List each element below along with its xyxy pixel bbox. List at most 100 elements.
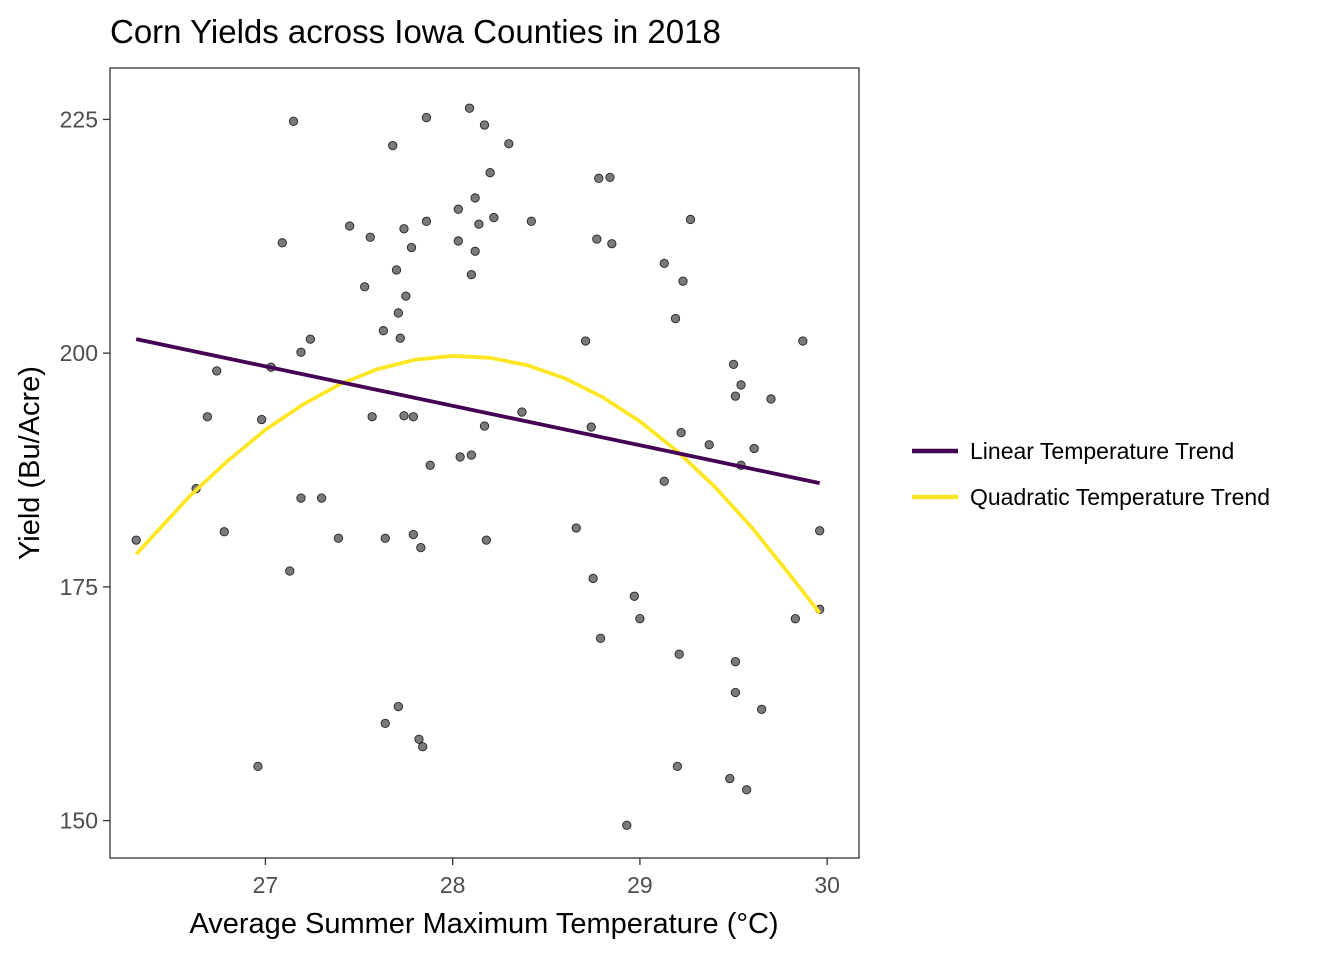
data-point: [399, 411, 409, 421]
data-point: [595, 633, 606, 643]
data-point: [285, 566, 295, 576]
data-point: [685, 214, 696, 225]
data-point: [571, 523, 581, 533]
data-point: [367, 412, 377, 422]
data-point: [464, 103, 475, 113]
data-point: [316, 493, 327, 503]
data-point: [659, 258, 669, 269]
data-point: [756, 704, 767, 714]
legend-label-linear: Linear Temperature Trend: [970, 438, 1234, 464]
data-point: [414, 734, 424, 744]
data-point: [474, 219, 484, 229]
data-point: [485, 168, 495, 178]
data-point: [672, 761, 683, 772]
data-point: [479, 421, 490, 431]
legend-label-quadratic: Quadratic Temperature Trend: [970, 484, 1270, 510]
data-point: [466, 450, 477, 460]
data-point: [333, 533, 344, 543]
plot-panel: [109, 67, 860, 859]
linear-trend-line: [135, 337, 821, 485]
data-point: [742, 785, 752, 795]
scatter-points: [131, 103, 825, 830]
data-point: [202, 412, 213, 422]
data-point: [393, 308, 404, 318]
data-point: [815, 526, 825, 536]
legend: Linear Temperature Trend Quadratic Tempe…: [912, 438, 1270, 510]
data-point: [466, 269, 477, 280]
data-point: [388, 140, 398, 151]
data-point: [408, 529, 418, 540]
data-point: [219, 527, 229, 537]
data-point: [730, 687, 741, 698]
data-point: [401, 291, 411, 301]
data-point: [365, 232, 375, 242]
data-point: [399, 224, 409, 234]
data-point: [212, 366, 222, 376]
data-point: [378, 326, 389, 336]
x-axis: 27 28 29 30: [253, 858, 840, 898]
data-point: [766, 394, 776, 404]
data-point: [586, 422, 596, 432]
y-tick-label: 150: [60, 808, 98, 834]
data-point: [395, 333, 405, 343]
data-point: [730, 391, 741, 401]
data-point: [580, 336, 591, 346]
data-point: [592, 234, 602, 244]
data-point: [470, 246, 480, 256]
data-point: [391, 265, 402, 275]
data-point: [635, 614, 645, 624]
data-point: [605, 172, 615, 183]
data-point: [489, 212, 499, 223]
data-point: [594, 173, 604, 183]
data-point: [736, 380, 746, 390]
data-point: [790, 614, 800, 624]
data-point: [345, 221, 355, 231]
data-point: [730, 657, 741, 667]
data-point: [629, 591, 639, 601]
data-point: [678, 276, 688, 286]
data-point: [453, 204, 463, 214]
y-axis: 150 175 200 225: [60, 106, 110, 834]
data-point: [504, 139, 514, 149]
data-point: [481, 535, 492, 545]
data-point: [380, 718, 390, 729]
data-point: [670, 313, 681, 324]
data-point: [425, 460, 435, 470]
data-point: [470, 193, 480, 203]
data-point: [453, 236, 463, 246]
data-point: [360, 282, 370, 292]
data-point: [421, 216, 432, 226]
trend-lines: [134, 337, 822, 615]
data-point: [421, 112, 432, 123]
data-point: [798, 336, 808, 346]
x-tick-label: 27: [253, 872, 279, 898]
y-tick-label: 225: [60, 106, 98, 132]
data-point: [526, 216, 536, 226]
data-point: [418, 742, 428, 752]
data-point: [479, 120, 490, 130]
data-point: [288, 116, 299, 126]
x-axis-title: Average Summer Maximum Temperature (°C): [189, 908, 778, 940]
data-point: [676, 427, 686, 438]
y-tick-label: 175: [60, 574, 98, 600]
data-point: [728, 359, 739, 370]
quadratic-trend-line: [134, 354, 822, 615]
data-point: [659, 476, 669, 486]
chart-title: Corn Yields across Iowa Counties in 2018: [110, 13, 721, 50]
data-point: [588, 573, 598, 584]
x-tick-label: 30: [814, 872, 840, 898]
data-point: [749, 443, 759, 454]
data-point: [277, 238, 287, 248]
data-point: [296, 493, 306, 503]
x-tick-label: 29: [627, 872, 653, 898]
y-axis-title: Yield (Bu/Acre): [14, 366, 46, 560]
data-point: [257, 414, 267, 425]
data-point: [704, 440, 714, 450]
x-tick-label: 28: [440, 872, 466, 898]
data-point: [296, 347, 306, 357]
data-point: [416, 542, 426, 553]
y-tick-label: 200: [60, 340, 98, 366]
data-point: [408, 412, 418, 422]
data-point: [393, 701, 404, 712]
data-point: [607, 239, 617, 249]
